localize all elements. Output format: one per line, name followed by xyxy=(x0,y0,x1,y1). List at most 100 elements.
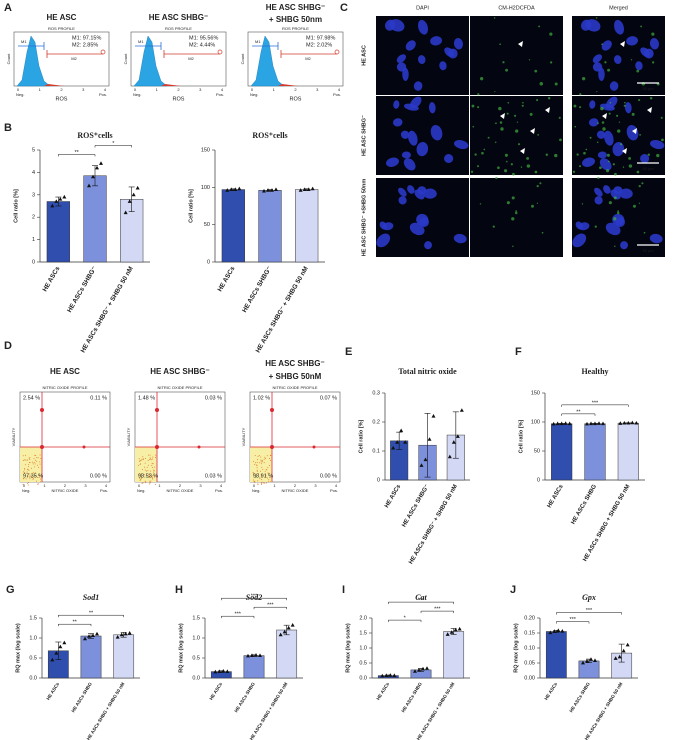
event-dot xyxy=(35,475,37,477)
event-dot xyxy=(148,483,150,485)
y-tick-label: 1 xyxy=(32,237,35,243)
data-point xyxy=(217,669,222,673)
nucleus xyxy=(603,185,611,194)
nucleus xyxy=(613,55,622,65)
event-dot xyxy=(265,474,267,476)
event-dot xyxy=(151,465,153,467)
panel-label: D xyxy=(4,340,12,352)
event-dot xyxy=(34,472,36,474)
significance-bracket xyxy=(221,615,255,619)
data-point xyxy=(270,188,274,192)
x-tick-label: 3 xyxy=(316,87,319,92)
x-tick-label: 0 xyxy=(134,87,137,92)
green-signal xyxy=(487,136,490,139)
y-axis-label: Count xyxy=(123,53,128,65)
event-dot xyxy=(149,457,151,459)
micrograph: 30 µm xyxy=(572,16,665,96)
event-dot xyxy=(33,461,35,463)
data-point xyxy=(286,625,291,630)
event-dot xyxy=(29,458,31,460)
green-signal xyxy=(505,68,509,72)
nucleus xyxy=(594,187,603,197)
y-tick-label: 0.20 xyxy=(524,615,535,621)
bar xyxy=(113,634,135,679)
quadrant-value: 1.02 % xyxy=(253,395,270,401)
green-signal xyxy=(507,101,510,104)
green-signal xyxy=(526,156,530,160)
data-point xyxy=(131,192,136,197)
x-tick-label: HE ASCs SHBG + SHBG 50 nM xyxy=(86,681,126,740)
event-dot xyxy=(150,480,152,482)
green-signal xyxy=(595,17,598,19)
gate-m2-label: M2 xyxy=(188,56,194,61)
arrowhead xyxy=(632,128,637,134)
plot-header: ROS PROFILE xyxy=(282,26,309,31)
y-tick-label: 0 xyxy=(32,259,35,265)
event-dot xyxy=(149,454,151,456)
event-dot xyxy=(142,459,144,461)
green-signal xyxy=(494,141,497,144)
event-dot xyxy=(266,455,268,457)
event-dot xyxy=(31,461,33,463)
green-signal xyxy=(511,196,515,200)
event-dot xyxy=(39,463,41,465)
event-dot xyxy=(139,476,141,478)
event-dot xyxy=(153,476,155,478)
data-point xyxy=(302,187,307,191)
data-point xyxy=(62,194,67,199)
event-dot xyxy=(252,471,254,473)
data-point xyxy=(54,199,59,203)
panel-label: G xyxy=(6,584,15,596)
green-signal xyxy=(495,176,498,180)
event-dot xyxy=(265,469,267,471)
green-signal xyxy=(514,211,518,215)
histogram-tail xyxy=(44,84,64,86)
y-tick-label: 0 xyxy=(377,477,380,483)
y-tick-label: 1.0 xyxy=(29,635,37,641)
green-signal xyxy=(574,125,577,128)
data-point xyxy=(556,628,561,632)
nucleus xyxy=(600,103,615,111)
plot-header: ROS PROFILE xyxy=(48,26,75,31)
green-signal xyxy=(498,106,502,111)
event-dot xyxy=(144,462,146,464)
significance-bracket xyxy=(388,619,422,623)
data-point xyxy=(115,635,120,639)
event-dot xyxy=(153,471,155,473)
green-signal xyxy=(631,112,635,116)
micrograph xyxy=(470,96,563,176)
data-point xyxy=(95,631,99,636)
green-signal xyxy=(483,148,486,151)
x-tick-label: HE ASCs SHBG xyxy=(571,484,599,526)
plot-header: NITRIC OXIDE PROFILE xyxy=(272,385,317,390)
green-signal xyxy=(506,201,510,205)
event-dot xyxy=(139,459,141,461)
data-point xyxy=(421,666,425,671)
green-signal xyxy=(607,160,610,163)
event-dot xyxy=(24,469,26,471)
event-dot xyxy=(38,475,40,477)
event-dot xyxy=(31,477,33,479)
nucleus xyxy=(407,185,415,194)
event-dot xyxy=(141,482,143,484)
y-axis-label: RQ max (log scale) xyxy=(345,623,351,673)
event-dot xyxy=(32,472,34,474)
event-dot xyxy=(151,458,153,460)
event-dot xyxy=(256,469,258,471)
green-signal xyxy=(633,204,636,208)
event-dot xyxy=(35,480,37,482)
green-signal xyxy=(622,166,625,168)
data-point xyxy=(221,669,226,673)
event-dot xyxy=(34,463,36,465)
m2-value: M2: 4.44% xyxy=(189,42,215,48)
event-dot xyxy=(140,478,142,480)
event-dot xyxy=(140,460,142,462)
green-signal xyxy=(558,116,561,119)
y-tick-label: 1.5 xyxy=(29,615,37,621)
x-axis-label: ROS xyxy=(173,96,185,102)
column-label: Merged xyxy=(609,5,628,11)
event-dot xyxy=(260,456,262,458)
event-dot xyxy=(139,460,141,462)
x-tick-label: HE ASCs xyxy=(547,483,565,509)
event-dot xyxy=(268,464,270,466)
